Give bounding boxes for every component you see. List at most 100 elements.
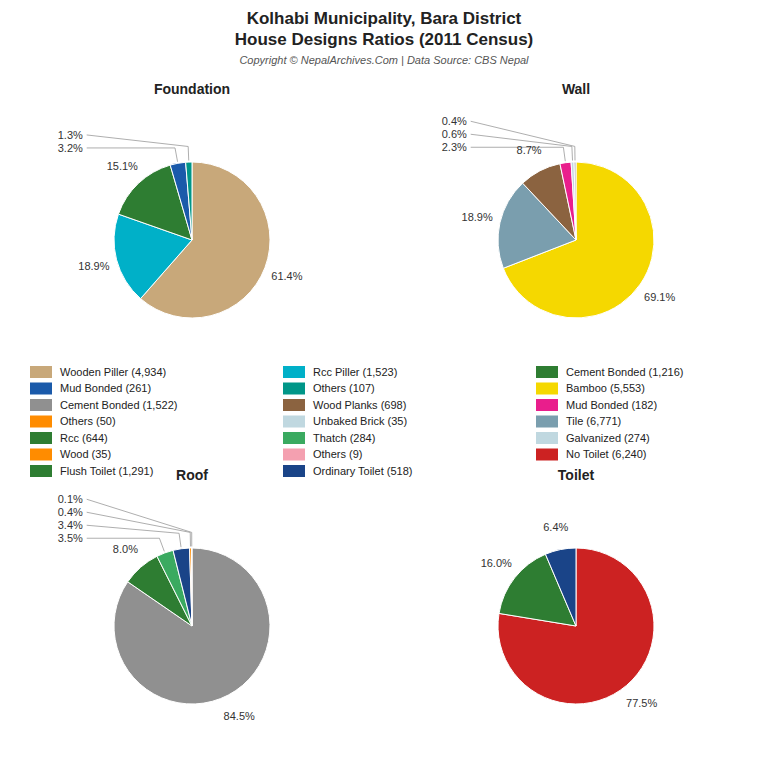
legend-label: Wooden Piller (4,934) <box>60 366 166 378</box>
data-label: 18.9% <box>462 211 493 223</box>
data-label: 61.4% <box>271 270 302 282</box>
legend-swatch <box>283 449 305 461</box>
pie-slice <box>498 548 654 704</box>
legend-item: Others (9) <box>283 448 363 460</box>
legend-label: Cement Bonded (1,522) <box>60 399 177 411</box>
data-label: 1.3% <box>58 129 83 141</box>
legend-item: Wooden Piller (4,934) <box>30 366 166 378</box>
subtitle: Copyright © NepalArchives.Com | Data Sou… <box>239 54 529 66</box>
legend-swatch <box>30 432 52 444</box>
title: Kolhabi Municipality, Bara DistrictHouse… <box>235 9 534 49</box>
legend-label: Bamboo (5,553) <box>566 382 645 394</box>
chart-svg: Kolhabi Municipality, Bara DistrictHouse… <box>0 0 768 768</box>
legend-label: Cement Bonded (1,216) <box>566 366 683 378</box>
data-label: 16.0% <box>481 557 512 569</box>
legend-item: Wood Planks (698) <box>283 399 406 411</box>
legend-item: Unbaked Brick (35) <box>283 415 407 427</box>
pie-chart: Roof84.5%8.0%3.5%3.4%0.4%0.1% <box>58 467 270 721</box>
data-label: 0.6% <box>442 128 467 140</box>
legend-item: Flush Toilet (1,291) <box>30 465 153 477</box>
pie-slice <box>545 548 576 626</box>
legend-label: No Toilet (6,240) <box>566 448 647 460</box>
legend-label: Flush Toilet (1,291) <box>60 465 153 477</box>
legend-item: Thatch (284) <box>283 432 375 444</box>
slices <box>114 548 270 704</box>
legend-item: Galvanized (274) <box>536 432 650 444</box>
legend-label: Thatch (284) <box>313 432 375 444</box>
data-label: 2.3% <box>442 141 467 153</box>
legend-label: Ordinary Toilet (518) <box>313 465 412 477</box>
legend-swatch <box>283 432 305 444</box>
data-labels: 84.5%8.0%3.5%3.4%0.4%0.1% <box>58 493 255 721</box>
legend-swatch <box>283 399 305 411</box>
legend-label: Others (9) <box>313 448 363 460</box>
pie-slice <box>170 162 192 240</box>
legend-item: Rcc Piller (1,523) <box>283 366 397 378</box>
legend-swatch <box>536 449 558 461</box>
leader-line <box>87 512 191 546</box>
legend-label: Galvanized (274) <box>566 432 650 444</box>
legend-item: Others (50) <box>30 415 116 427</box>
legend-swatch <box>30 416 52 428</box>
pie-chart: Toilet 77.5% 16.0% 6.4% <box>481 467 658 709</box>
data-label: 3.2% <box>58 142 83 154</box>
legend-item: No Toilet (6,240) <box>536 448 647 460</box>
leader-line <box>87 135 189 161</box>
pie-title: Foundation <box>154 81 230 97</box>
legend-label: Mud Bonded (182) <box>566 399 657 411</box>
legend-swatch <box>30 399 52 411</box>
leader-line <box>471 121 575 160</box>
slices <box>498 162 654 318</box>
legend-label: Others (50) <box>60 415 116 427</box>
legend-swatch <box>283 366 305 378</box>
pie-slice <box>571 162 576 240</box>
data-label: 0.4% <box>442 115 467 127</box>
legend-label: Unbaked Brick (35) <box>313 415 407 427</box>
data-label: 18.9% <box>78 260 109 272</box>
leader-line <box>471 134 573 160</box>
legend-item: Cement Bonded (1,216) <box>536 366 683 378</box>
legend-item: Mud Bonded (261) <box>30 382 151 394</box>
data-label: 69.1% <box>644 291 675 303</box>
legend-item: Cement Bonded (1,522) <box>30 399 177 411</box>
data-label: 0.4% <box>58 506 83 518</box>
legend-label: Tile (6,771) <box>566 415 621 427</box>
legend-label: Mud Bonded (261) <box>60 382 151 394</box>
pie-title: Toilet <box>558 467 595 483</box>
data-label: 6.4% <box>543 520 568 532</box>
data-label: 77.5% <box>626 697 657 709</box>
pie-slice <box>560 162 576 240</box>
legend-label: Wood Planks (698) <box>313 399 406 411</box>
pie-slice <box>191 548 192 626</box>
legend-swatch <box>536 383 558 395</box>
data-label: 3.4% <box>58 519 83 531</box>
pie-chart: Wall69.1%18.9%8.7%2.3%0.6%0.4% <box>442 81 676 318</box>
legend-item: Ordinary Toilet (518) <box>283 465 412 477</box>
data-label: 3.5% <box>58 532 83 544</box>
pie-title: Wall <box>562 81 590 97</box>
legend-swatch <box>283 416 305 428</box>
legend-label: Others (107) <box>313 382 375 394</box>
legend-swatch <box>283 383 305 395</box>
data-label: 0.1% <box>58 493 83 505</box>
legend-swatch <box>536 366 558 378</box>
pie-slice <box>574 162 576 240</box>
slices <box>114 162 270 318</box>
legend-item: Tile (6,771) <box>536 415 621 427</box>
pie-title: Roof <box>176 467 208 483</box>
pie-slice <box>186 162 192 240</box>
legend-swatch <box>30 383 52 395</box>
slices <box>498 548 654 704</box>
data-labels: 69.1%18.9%8.7%2.3%0.6%0.4% <box>442 115 676 303</box>
data-labels: 61.4% 18.9% 15.1% 3.2%1.3% <box>58 129 303 282</box>
data-label: 15.1% <box>107 160 138 172</box>
data-label: 8.0% <box>113 543 138 555</box>
legend-swatch <box>536 432 558 444</box>
legend-item: Others (107) <box>283 382 375 394</box>
pie-slice <box>114 548 270 704</box>
legend-swatch <box>283 465 305 477</box>
legend-item: Rcc (644) <box>30 432 108 444</box>
legend-swatch <box>30 449 52 461</box>
title-line: Kolhabi Municipality, Bara District <box>247 9 522 28</box>
pie-slice <box>190 548 192 626</box>
